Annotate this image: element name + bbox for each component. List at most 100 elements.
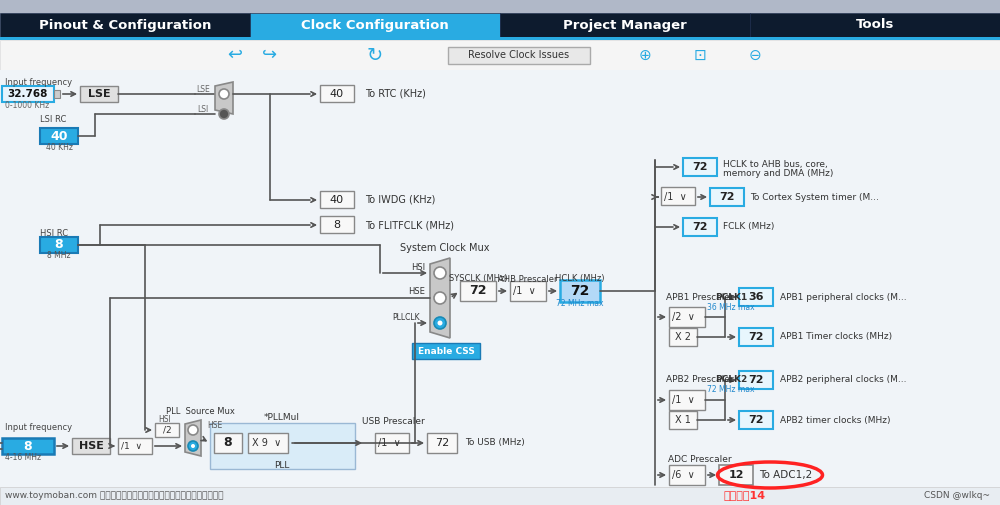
FancyBboxPatch shape — [375, 433, 409, 453]
Text: 0-1000 KHz: 0-1000 KHz — [5, 100, 49, 110]
Text: HSE: HSE — [79, 441, 103, 451]
Text: Project Manager: Project Manager — [563, 19, 687, 31]
Text: ⊕: ⊕ — [639, 47, 651, 63]
Text: Enable CSS: Enable CSS — [418, 346, 474, 356]
Text: /2: /2 — [163, 426, 171, 434]
Text: 72: 72 — [570, 284, 590, 298]
FancyBboxPatch shape — [0, 487, 1000, 505]
Text: 72 MHz max: 72 MHz max — [556, 299, 604, 309]
Text: /1  ∨: /1 ∨ — [664, 192, 686, 202]
Text: APB2 timer clocks (MHz): APB2 timer clocks (MHz) — [780, 416, 891, 425]
Text: APB1 Prescaler: APB1 Prescaler — [666, 292, 734, 301]
FancyBboxPatch shape — [118, 438, 152, 454]
Text: Input frequency: Input frequency — [5, 78, 72, 87]
Text: 4-16 MHz: 4-16 MHz — [5, 452, 41, 462]
FancyBboxPatch shape — [2, 438, 54, 454]
Circle shape — [434, 267, 446, 279]
FancyBboxPatch shape — [448, 47, 590, 64]
Text: 40 KHz: 40 KHz — [46, 142, 72, 152]
Text: X 9  ∨: X 9 ∨ — [252, 438, 282, 448]
Text: HSE: HSE — [408, 287, 425, 296]
FancyBboxPatch shape — [2, 86, 54, 102]
Text: LSI: LSI — [197, 105, 209, 114]
FancyBboxPatch shape — [739, 411, 773, 429]
Text: CSDN @wlkq~: CSDN @wlkq~ — [924, 491, 990, 500]
Text: Input frequency: Input frequency — [5, 424, 72, 432]
Text: www.toymoban.com 网络图片仅供展示，非存储，如有侵权请联系删除。: www.toymoban.com 网络图片仅供展示，非存储，如有侵权请联系删除。 — [5, 491, 224, 500]
FancyBboxPatch shape — [214, 433, 242, 453]
Text: APB2 Prescaler: APB2 Prescaler — [666, 376, 734, 384]
FancyBboxPatch shape — [750, 13, 1000, 37]
FancyBboxPatch shape — [40, 128, 78, 144]
FancyBboxPatch shape — [40, 237, 78, 253]
Text: To USB (MHz): To USB (MHz) — [465, 438, 525, 447]
Text: /1  ∨: /1 ∨ — [513, 286, 535, 296]
FancyBboxPatch shape — [683, 218, 717, 236]
Text: 8: 8 — [24, 439, 32, 452]
Text: Pinout & Configuration: Pinout & Configuration — [39, 19, 211, 31]
Text: 72: 72 — [692, 162, 708, 172]
Text: PCLK1: PCLK1 — [715, 292, 747, 301]
FancyBboxPatch shape — [54, 90, 60, 98]
Text: 8: 8 — [333, 220, 341, 230]
Text: HSI: HSI — [159, 415, 171, 424]
Circle shape — [438, 321, 442, 326]
Text: *PLLMul: *PLLMul — [264, 413, 300, 422]
FancyBboxPatch shape — [250, 13, 500, 37]
Polygon shape — [185, 420, 201, 456]
FancyBboxPatch shape — [320, 85, 354, 102]
Polygon shape — [215, 82, 233, 114]
Text: System Clock Mux: System Clock Mux — [400, 243, 490, 253]
Circle shape — [219, 109, 229, 119]
Text: PLL: PLL — [274, 461, 290, 470]
FancyBboxPatch shape — [427, 433, 457, 453]
Text: 40: 40 — [50, 129, 68, 142]
Text: 72: 72 — [748, 332, 764, 342]
Text: Clock Configuration: Clock Configuration — [301, 19, 449, 31]
Text: 72: 72 — [469, 284, 487, 297]
Text: HSI RC: HSI RC — [40, 228, 68, 237]
FancyBboxPatch shape — [412, 343, 480, 359]
Text: ↪: ↪ — [262, 46, 278, 64]
Polygon shape — [430, 258, 450, 338]
FancyBboxPatch shape — [500, 13, 750, 37]
Text: 72: 72 — [719, 192, 735, 202]
Text: USB Prescaler: USB Prescaler — [362, 418, 424, 427]
FancyBboxPatch shape — [155, 423, 179, 437]
FancyBboxPatch shape — [710, 188, 744, 206]
Text: ⊖: ⊖ — [749, 47, 761, 63]
FancyBboxPatch shape — [510, 281, 546, 301]
Text: 12: 12 — [728, 470, 744, 480]
FancyBboxPatch shape — [669, 465, 705, 485]
Text: HSE: HSE — [207, 422, 222, 430]
Text: 8: 8 — [55, 238, 63, 251]
Circle shape — [434, 292, 446, 304]
Text: 32.768: 32.768 — [8, 89, 48, 99]
Text: Resolve Clock Issues: Resolve Clock Issues — [468, 50, 570, 61]
FancyBboxPatch shape — [669, 411, 697, 429]
Text: ADC Prescaler: ADC Prescaler — [668, 454, 732, 464]
FancyBboxPatch shape — [739, 288, 773, 306]
Text: LSI RC: LSI RC — [40, 116, 66, 125]
Text: FCLK (MHz): FCLK (MHz) — [723, 223, 774, 231]
Text: APB2 peripheral clocks (M...: APB2 peripheral clocks (M... — [780, 376, 906, 384]
FancyBboxPatch shape — [0, 37, 1000, 40]
Circle shape — [188, 425, 198, 435]
Text: PLLCLK: PLLCLK — [392, 313, 420, 322]
FancyBboxPatch shape — [669, 390, 705, 410]
FancyBboxPatch shape — [210, 423, 355, 469]
Text: SYSCLK (MHz): SYSCLK (MHz) — [449, 275, 507, 283]
Circle shape — [191, 444, 195, 448]
Text: 36 MHz max: 36 MHz max — [707, 302, 755, 312]
Text: memory and DMA (MHz): memory and DMA (MHz) — [723, 170, 833, 178]
Text: 72: 72 — [692, 222, 708, 232]
FancyBboxPatch shape — [669, 328, 697, 346]
Text: To ADC1,2: To ADC1,2 — [759, 470, 812, 480]
FancyBboxPatch shape — [248, 433, 288, 453]
FancyBboxPatch shape — [669, 307, 705, 327]
Text: To RTC (KHz): To RTC (KHz) — [365, 89, 426, 99]
Text: ↻: ↻ — [367, 45, 383, 65]
Text: HSI: HSI — [411, 263, 425, 272]
FancyBboxPatch shape — [72, 438, 110, 454]
Text: APB1 Timer clocks (MHz): APB1 Timer clocks (MHz) — [780, 332, 892, 341]
